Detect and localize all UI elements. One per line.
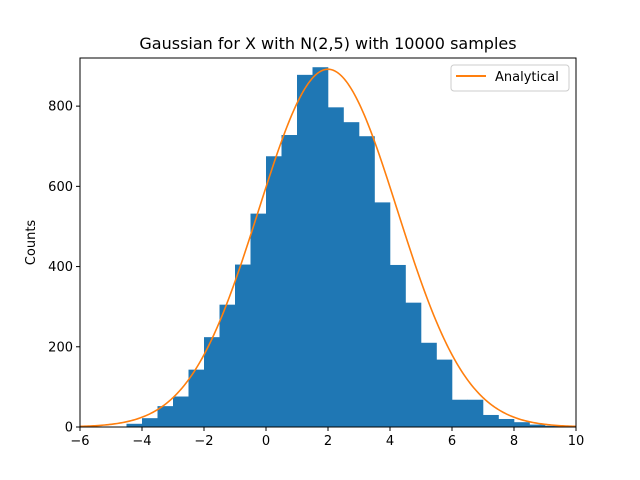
y-tick-label: 800 [48,100,73,115]
y-tick-label: 600 [48,180,73,195]
x-tick-label: 10 [568,434,585,449]
chart-title: Gaussian for X with N(2,5) with 10000 sa… [139,34,516,53]
x-tick-label: −6 [70,434,89,449]
histogram-bar [545,425,561,427]
histogram-bar [297,74,313,428]
histogram-bar [390,264,406,427]
histogram-bar [452,399,468,427]
histogram-bar [483,414,499,427]
histogram-bars [126,67,561,428]
histogram-bar [142,418,158,427]
legend-label-analytical: Analytical [495,70,559,85]
x-tick-label: −4 [132,434,151,449]
x-tick-label: 4 [386,434,394,449]
histogram-bar [328,107,344,428]
x-tick-label: −2 [194,434,213,449]
histogram-bar [529,424,546,427]
legend: Analytical [450,64,570,92]
histogram-bar [235,264,251,427]
histogram-bar [188,369,205,427]
y-axis-ticks: 0 200 400 600 800 [48,100,80,436]
y-axis-label: Counts [24,220,39,266]
analytical-curve-layer [79,68,577,428]
x-tick-label: 8 [510,434,518,449]
x-tick-label: 6 [448,434,456,449]
histogram-bar [219,304,236,427]
histogram-bar [281,135,298,427]
histogram-bar [405,302,422,427]
histogram-bar [514,422,530,427]
histogram-bar [374,202,391,427]
analytical-curve [79,68,577,428]
y-tick-label: 400 [48,260,73,275]
x-tick-label: 0 [262,434,270,449]
histogram-bar [312,67,329,427]
x-tick-label: 2 [324,434,332,449]
y-tick-label: 200 [48,340,73,355]
histogram-bar [126,423,143,427]
histogram-bar [173,396,189,427]
y-tick-label: 0 [65,421,73,436]
histogram-bar [359,136,375,427]
histogram-bar [498,418,515,427]
x-axis-ticks: −6 −4 −2 0 2 4 6 8 10 [70,427,584,449]
histogram-bar [250,213,267,427]
histogram-bar [204,337,220,427]
histogram-bar [436,359,453,427]
legend-box [450,64,570,92]
histogram-bar [467,399,484,427]
histogram-bar [421,342,437,427]
histogram-bar [266,156,282,428]
histogram-bar [343,122,360,427]
histogram-bar [157,406,174,427]
